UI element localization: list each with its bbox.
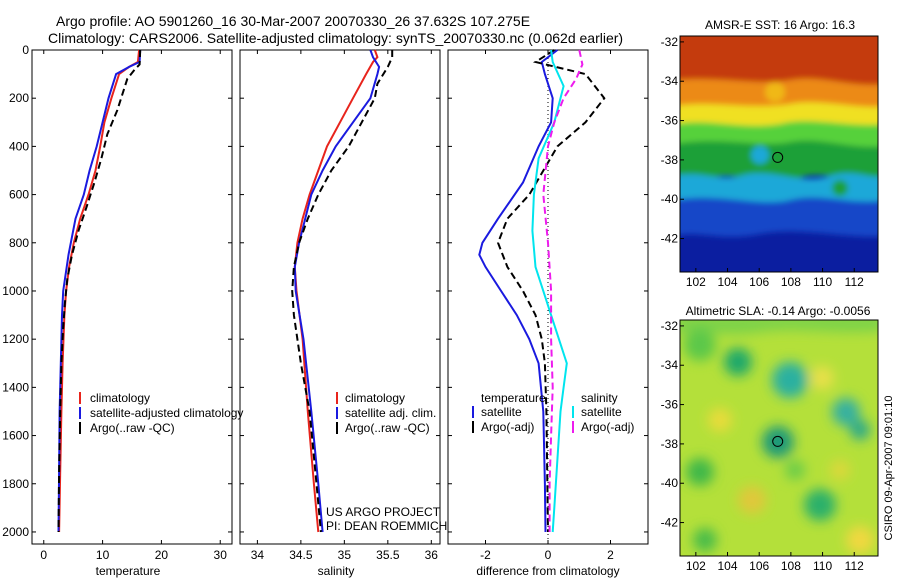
profile-lines (57, 49, 606, 533)
depth-tick-label: 1200 (2, 332, 29, 346)
sla-map-title: Altimetric SLA: -0.14 Argo: -0.0056 (686, 304, 871, 318)
legend-heading-salinity: salinity (581, 391, 618, 405)
sla-map-ytick-label: -40 (661, 476, 679, 490)
temperature-series-line (58, 49, 141, 533)
temperature-legend: climatology satellite-adjusted climatolo… (79, 391, 243, 435)
legend-label-sal-argo: Argo(-adj) (581, 420, 634, 434)
depth-tick-label: 200 (9, 91, 29, 105)
temperature-series-line (57, 49, 142, 533)
sst-map-xtick-label: 112 (845, 275, 864, 289)
salinity-xtick-label: 36 (425, 548, 439, 562)
legend-label-sal-satellite: satellite (581, 405, 622, 419)
sst-map (680, 36, 878, 272)
salinity-series-line (293, 49, 379, 533)
temperature-xtick-label: 10 (96, 548, 110, 562)
salinity-series-line (293, 49, 381, 533)
difference-xtick-label: 2 (607, 548, 614, 562)
difference-series-line (542, 49, 584, 532)
sst-map-xtick-label: 106 (749, 275, 769, 289)
sst-map-xtick-label: 108 (781, 275, 801, 289)
sst-map-ytick-label: -34 (661, 74, 679, 88)
salinity-xtick-label: 34.5 (289, 548, 313, 562)
sla-argo-marker (772, 435, 784, 447)
sla-map-xtick-label: 108 (781, 559, 801, 573)
depth-tick-label: 400 (9, 139, 29, 153)
difference-series-line (531, 49, 568, 533)
legend-label-satellite: satellite adj. clim. (345, 406, 436, 420)
sla-map-xtick-label: 104 (718, 559, 738, 573)
sst-map-ytick-label: -40 (661, 192, 679, 206)
sla-map-ytick-label: -42 (661, 516, 679, 530)
sla-map-xtick-label: 110 (813, 559, 832, 573)
depth-tick-label: 1000 (2, 284, 29, 298)
salinity-panel (239, 49, 441, 545)
sst-map-ytick-label: -32 (661, 35, 679, 49)
side-caption: CSIRO 09-Apr-2007 09:01:10 (883, 396, 895, 541)
salinity-xtick-label: 35.5 (376, 548, 400, 562)
axis-ticks: 0 10 20 30020040060080010001200140016001800… (2, 43, 648, 562)
map-ticks: 102 104 106 108 110 112 -32 -34 -36 -38 -40 -42 102 1… (661, 35, 864, 573)
sst-map-ytick-label: -36 (661, 114, 679, 128)
sla-map-ytick-label: -32 (661, 319, 679, 333)
legend-label-satellite: satellite-adjusted climatology (90, 406, 243, 420)
legend-label-argo: Argo(..raw -QC) (345, 421, 430, 435)
sst-map-ytick-label: -42 (661, 232, 679, 246)
sla-map-xtick-label: 106 (749, 559, 769, 573)
sst-map-ytick-label: -38 (661, 153, 679, 167)
sla-map (680, 320, 878, 556)
depth-tick-label: 1400 (2, 380, 29, 394)
legend-label-temp-argo: Argo(-adj) (481, 420, 534, 434)
sst-map-title: AMSR-E SST: 16 Argo: 16.3 (705, 18, 855, 32)
difference-xtick-label: 0 (545, 548, 552, 562)
sst-map-xtick-label: 104 (718, 275, 738, 289)
sla-map-xtick-label: 102 (686, 559, 706, 573)
sla-map-ytick-label: -34 (661, 358, 679, 372)
legend-label-climatology: climatology (90, 391, 150, 405)
temperature-xlabel: temperature (96, 564, 161, 578)
legend-label-climatology: climatology (345, 391, 405, 405)
sla-map-frame (679, 319, 879, 557)
header-line-2: Climatology: CARS2006. Satellite-adjuste… (48, 30, 623, 46)
depth-tick-label: 1800 (2, 477, 29, 491)
sla-map-ytick-label: -36 (661, 398, 679, 412)
salinity-xtick-label: 35 (338, 548, 352, 562)
sst-argo-marker (772, 151, 784, 163)
legend-label-argo: Argo(..raw -QC) (90, 421, 175, 435)
temperature-xtick-label: 0 (40, 548, 47, 562)
header-line-1: Argo profile: AO 5901260_16 30-Mar-2007 … (56, 13, 530, 29)
annotation-pi: PI: DEAN ROEMMICH (326, 519, 447, 533)
annotation-us-argo: US ARGO PROJECT (326, 505, 441, 519)
difference-series-line (496, 49, 606, 533)
depth-tick-label: 2000 (2, 525, 29, 539)
temperature-xtick-label: 20 (155, 548, 169, 562)
difference-legend: temperature satellite Argo(-adj) salinit… (472, 391, 634, 434)
salinity-series-line (291, 50, 394, 533)
difference-xtick-label: -2 (480, 548, 491, 562)
depth-tick-label: 0 (22, 43, 29, 57)
difference-series-line (478, 49, 559, 533)
salinity-xlabel: salinity (318, 564, 355, 578)
sla-map-ytick-label: -38 (661, 437, 679, 451)
sla-map-xtick-label: 112 (845, 559, 864, 573)
legend-heading-temperature: temperature (481, 391, 546, 405)
sst-map-xtick-label: 110 (813, 275, 832, 289)
depth-tick-label: 600 (9, 188, 29, 202)
difference-xlabel: difference from climatology (476, 564, 619, 578)
salinity-legend: climatology satellite adj. clim. Argo(..… (326, 391, 447, 533)
temperature-xtick-label: 30 (214, 548, 228, 562)
legend-label-temp-satellite: satellite (481, 405, 522, 419)
sst-map-xtick-label: 102 (686, 275, 706, 289)
depth-tick-label: 1600 (2, 429, 29, 443)
sst-map-frame (679, 35, 879, 273)
salinity-xtick-label: 34 (251, 548, 265, 562)
depth-tick-label: 800 (9, 236, 29, 250)
